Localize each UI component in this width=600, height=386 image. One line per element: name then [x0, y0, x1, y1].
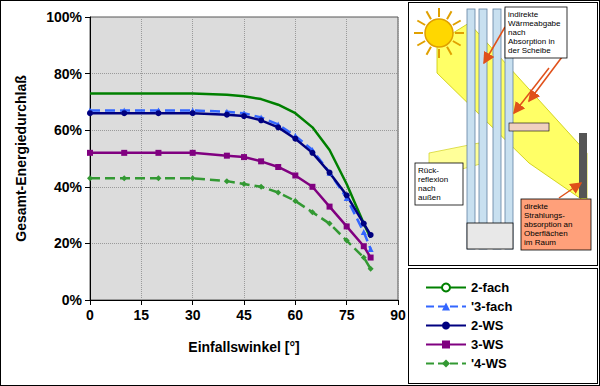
- svg-text:indirekte: indirekte: [508, 10, 539, 19]
- svg-text:reflexion: reflexion: [418, 175, 448, 184]
- svg-text:80%: 80%: [54, 66, 83, 82]
- svg-text:Einfallswinkel [°]: Einfallswinkel [°]: [188, 339, 299, 355]
- svg-text:absorption an: absorption an: [524, 220, 572, 229]
- svg-text:Wärmeabgabe: Wärmeabgabe: [508, 19, 561, 28]
- svg-text:2-fach: 2-fach: [471, 280, 509, 295]
- svg-text:außen: außen: [418, 193, 441, 202]
- svg-text:direkte: direkte: [524, 202, 549, 211]
- svg-text:45: 45: [236, 307, 252, 323]
- svg-text:Oberflächen: Oberflächen: [524, 229, 568, 238]
- svg-text:75: 75: [339, 307, 355, 323]
- svg-text:Absorption in: Absorption in: [508, 37, 555, 46]
- svg-text:60%: 60%: [54, 122, 83, 138]
- svg-text:30: 30: [185, 307, 201, 323]
- svg-text:100%: 100%: [46, 9, 82, 25]
- svg-text:15: 15: [134, 307, 150, 323]
- svg-text:'4-WS: '4-WS: [471, 356, 507, 371]
- svg-text:90: 90: [390, 307, 406, 323]
- svg-text:nach: nach: [508, 28, 525, 37]
- svg-text:2-WS: 2-WS: [471, 318, 504, 333]
- svg-text:im Raum: im Raum: [524, 238, 556, 247]
- svg-text:der Scheibe: der Scheibe: [508, 46, 551, 55]
- svg-text:40%: 40%: [54, 179, 83, 195]
- svg-text:nach: nach: [418, 184, 435, 193]
- svg-text:Rück-: Rück-: [418, 166, 439, 175]
- svg-text:60: 60: [288, 307, 304, 323]
- svg-text:20%: 20%: [54, 235, 83, 251]
- svg-text:3-WS: 3-WS: [471, 337, 504, 352]
- svg-text:'3-fach: '3-fach: [471, 299, 512, 314]
- svg-text:Gesamt-Energiedurchlaß: Gesamt-Energiedurchlaß: [13, 75, 29, 242]
- svg-text:0%: 0%: [62, 292, 83, 308]
- svg-text:Strahlungs-: Strahlungs-: [524, 211, 565, 220]
- svg-text:0: 0: [86, 307, 94, 323]
